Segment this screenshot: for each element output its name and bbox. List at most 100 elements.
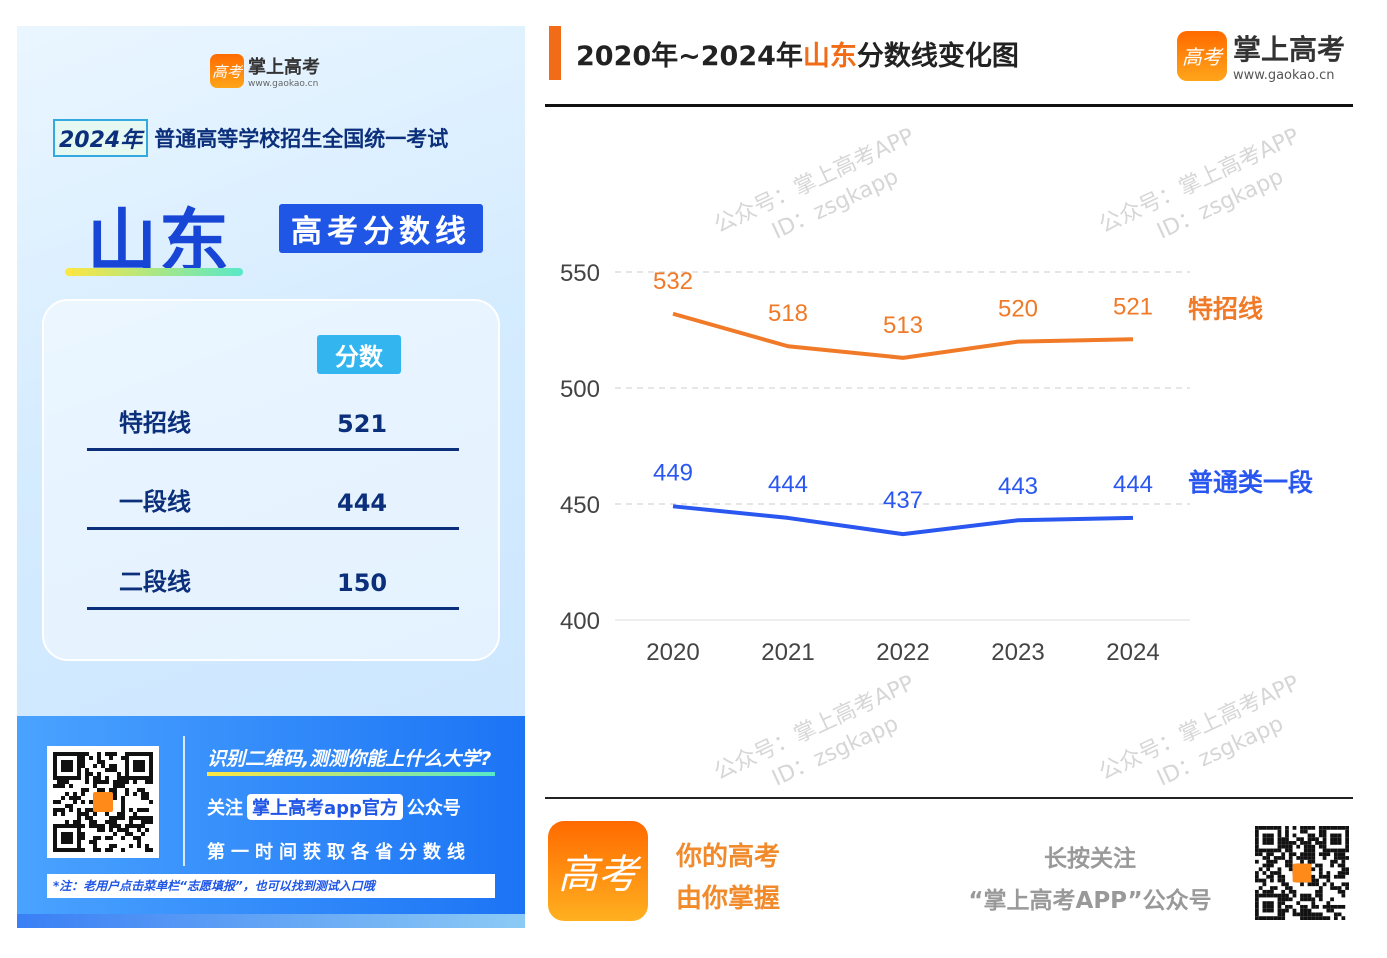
qr-module <box>53 808 57 812</box>
qr-module <box>57 848 61 852</box>
qr-module <box>73 848 77 852</box>
qr-module <box>1281 837 1286 842</box>
footer-divider <box>545 797 1353 799</box>
qr-module <box>1311 916 1316 920</box>
qr-module <box>149 756 153 760</box>
qr-module <box>141 776 145 780</box>
qr-module <box>149 780 153 784</box>
qr-module <box>69 840 73 844</box>
qr-module <box>65 804 69 808</box>
qr-module <box>101 824 105 828</box>
qr-module <box>65 820 69 824</box>
qr-module <box>1285 829 1289 834</box>
qr-module <box>137 844 141 848</box>
qr-module <box>85 812 89 816</box>
qr-module <box>1281 908 1286 913</box>
qr-module <box>81 752 85 756</box>
data-label: 437 <box>883 487 923 514</box>
qr-module <box>81 764 85 768</box>
qr-module <box>1345 841 1349 845</box>
qr-module <box>77 756 81 760</box>
qr-module <box>1337 833 1342 838</box>
qr-module <box>1341 874 1346 879</box>
qr-module <box>1326 878 1331 883</box>
qr-module <box>133 812 137 816</box>
qr-module <box>1255 871 1259 875</box>
qr-module <box>1337 871 1342 875</box>
qr-module <box>1270 901 1274 905</box>
qr-module <box>1292 841 1297 845</box>
qr-module <box>1296 901 1301 905</box>
qr-module <box>1281 856 1286 860</box>
score-card: 分数 特招线 521 一段线 444 二段线 150 <box>42 299 500 661</box>
qr-module <box>1266 893 1271 898</box>
qr-module <box>1326 916 1331 920</box>
qr-module <box>1322 904 1327 909</box>
qr-module <box>1333 833 1338 838</box>
qr-module <box>89 820 93 824</box>
qr-module <box>1270 908 1274 913</box>
qr-module <box>1303 848 1308 853</box>
qr-module <box>113 832 117 836</box>
qr-module <box>1303 844 1308 849</box>
decorative-underline <box>207 772 495 776</box>
qr-module <box>109 820 113 824</box>
qr-module <box>1322 833 1327 838</box>
qr-module <box>105 776 109 780</box>
qr-module <box>121 776 125 780</box>
title-accent <box>549 26 561 80</box>
qr-module <box>1326 871 1331 875</box>
exam-title: 2024年 普通高等学校招生全国统一考试 <box>53 119 448 157</box>
qr-module <box>1333 841 1338 845</box>
qr-module <box>1255 908 1259 913</box>
qr-module <box>1270 889 1274 894</box>
qr-module <box>1285 833 1289 838</box>
qr-module <box>69 832 73 836</box>
qr-module <box>53 836 57 840</box>
qr-module <box>1255 848 1259 853</box>
qr-module <box>133 792 137 796</box>
qr-module <box>1288 844 1293 849</box>
qr-module <box>117 776 121 780</box>
qr-module <box>1303 841 1308 845</box>
qr-module <box>1315 863 1319 868</box>
qr-module <box>1315 882 1319 887</box>
qr-module <box>1307 882 1312 887</box>
qr-module <box>69 784 73 788</box>
qr-module <box>65 840 69 844</box>
qr-module <box>97 836 101 840</box>
qr-module <box>1333 859 1338 864</box>
qr-module <box>1277 908 1282 913</box>
qr-module <box>1255 841 1259 845</box>
qr-module <box>85 776 89 780</box>
qr-module <box>1270 871 1274 875</box>
qr-module <box>89 840 93 844</box>
qr-module <box>1255 826 1259 830</box>
score-label: 特招线 <box>119 409 191 437</box>
data-label: 532 <box>653 268 693 295</box>
qr-module <box>137 808 141 812</box>
qr-module <box>93 840 97 844</box>
qr-module <box>1307 852 1312 857</box>
qr-module <box>65 836 69 840</box>
qr-module <box>1318 844 1323 849</box>
qr-module <box>1330 841 1334 845</box>
qr-module <box>109 752 113 756</box>
qr-module <box>1311 878 1316 883</box>
qr-module <box>1288 897 1293 902</box>
qr-module <box>1322 826 1327 830</box>
qr-module <box>1337 856 1342 860</box>
qr-module <box>97 760 101 764</box>
qr-module <box>1341 856 1346 860</box>
qr-module <box>1303 852 1308 857</box>
qr-module <box>109 844 113 848</box>
qr-module <box>1333 874 1338 879</box>
follow-line: 长按关注 <box>1044 846 1136 872</box>
qr-code[interactable] <box>1252 823 1352 923</box>
qr-module <box>149 820 153 824</box>
qr-module <box>65 776 69 780</box>
qr-module <box>1281 901 1286 905</box>
qr-code[interactable] <box>47 746 159 858</box>
qr-module <box>1330 863 1334 868</box>
